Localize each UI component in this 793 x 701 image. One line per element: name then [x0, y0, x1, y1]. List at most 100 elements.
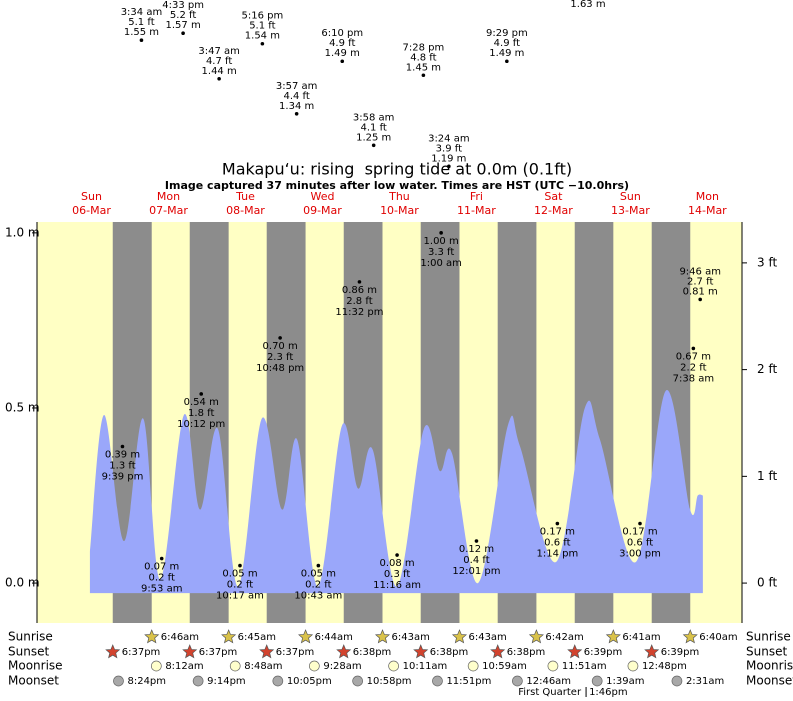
- row-time: 8:12am: [165, 661, 203, 672]
- extreme-label: 2.2 ft: [680, 362, 706, 373]
- row-icon: [182, 644, 198, 659]
- extreme-label: 1.45 m: [406, 62, 441, 73]
- extreme-dot: [371, 143, 376, 148]
- row-time: 8:48am: [244, 661, 282, 672]
- row-icon: [336, 644, 352, 659]
- day-weekday: Mon: [157, 190, 180, 203]
- row-icon: [272, 675, 284, 687]
- extreme-label: 11:16 am: [373, 580, 421, 591]
- extreme-label: 5.1 ft: [128, 17, 154, 28]
- row-icon: [591, 675, 603, 687]
- row-icon: [547, 660, 559, 672]
- row-icon: [644, 644, 660, 659]
- day-weekday: Thu: [388, 190, 410, 203]
- extreme-dot: [638, 521, 642, 526]
- y2-tick-label: 2 ft: [757, 362, 777, 376]
- day-weekday: Mon: [696, 190, 719, 203]
- day-weekday: Fri: [470, 190, 483, 203]
- extreme-dot: [260, 41, 265, 46]
- row-time: 11:51pm: [446, 676, 491, 687]
- row-time: 1:39am: [606, 676, 644, 687]
- extreme-label: 1.49 m: [325, 48, 360, 59]
- extreme-dot: [474, 539, 479, 543]
- row-time: 6:38pm: [507, 647, 546, 658]
- y2-tick-label: 3 ft: [757, 255, 777, 269]
- extreme-label: 0.4 ft: [463, 555, 489, 566]
- extreme-label: 1.00 m: [424, 236, 459, 247]
- row-time: 6:46am: [161, 632, 199, 643]
- chart-subtitle: Image captured 37 minutes after low wate…: [165, 179, 629, 192]
- row-label-right: Sunrise: [746, 630, 791, 644]
- y-tick-label: 0.0 m: [5, 576, 40, 590]
- extreme-label: 4.4 ft: [283, 91, 309, 102]
- extreme-label: 3:24 am: [428, 133, 470, 144]
- row-time: 6:44am: [315, 632, 353, 643]
- row-icon: [627, 660, 639, 672]
- row-time: 6:39pm: [661, 647, 700, 658]
- extreme-dot: [159, 556, 164, 561]
- extreme-dot: [357, 280, 362, 284]
- row-icon: [374, 629, 391, 644]
- moon-phase-time: 1:46pm: [589, 687, 628, 698]
- extreme-dot: [395, 553, 399, 557]
- y-tick-label: 0.5 m: [5, 400, 40, 414]
- row-icon: [308, 660, 320, 672]
- row-time: 6:45am: [238, 632, 276, 643]
- row-time: 2:31am: [686, 676, 724, 687]
- extreme-label: 0.81 m: [683, 286, 718, 297]
- extreme-label: 5.2 ft: [170, 10, 196, 21]
- row-time: 9:28am: [323, 661, 361, 672]
- extreme-label: 2.7 ft: [687, 276, 713, 287]
- row-time: 6:37pm: [199, 647, 238, 658]
- extreme-label: 0.2 ft: [305, 580, 331, 591]
- extreme-dot: [217, 76, 221, 81]
- extreme-label: 1.8 ft: [188, 408, 214, 419]
- extreme-dot: [278, 336, 282, 340]
- row-label-right: Moonset: [746, 674, 793, 688]
- extreme-label: 5.1 ft: [249, 21, 275, 32]
- day-date: 11-Mar: [457, 204, 496, 217]
- extreme-label: 3.9 ft: [436, 143, 462, 154]
- extreme-label: 2.8 ft: [346, 296, 372, 307]
- row-label-right: Sunset: [746, 645, 787, 659]
- extreme-label: 0.05 m: [301, 569, 336, 580]
- extreme-label: 1.19 m: [431, 153, 466, 164]
- row-icon: [512, 675, 523, 687]
- row-time: 10:59am: [482, 661, 527, 672]
- extreme-dot: [294, 111, 299, 116]
- clipped-extreme-label: 1.63 m: [570, 0, 605, 10]
- extreme-label: 9:53 am: [141, 584, 183, 595]
- y2-tick-label: 0 ft: [757, 576, 777, 590]
- day-date: 12-Mar: [534, 204, 573, 217]
- row-icon: [413, 644, 429, 659]
- row-time: 12:46am: [526, 676, 571, 687]
- row-icon: [682, 629, 698, 644]
- extreme-label: 1.25 m: [356, 132, 391, 143]
- day-weekday: Tue: [235, 190, 255, 203]
- row-time: 8:24pm: [127, 676, 166, 687]
- row-time: 11:51am: [562, 661, 607, 672]
- row-time: 6:37pm: [276, 647, 315, 658]
- row-icon: [467, 660, 479, 672]
- row-icon: [671, 675, 683, 687]
- extreme-label: 3:57 am: [276, 81, 318, 92]
- row-time: 6:39pm: [584, 647, 623, 658]
- extreme-label: 9:29 pm: [486, 28, 528, 39]
- extreme-dot: [447, 164, 451, 169]
- row-time: 6:38pm: [430, 647, 469, 658]
- row-icon: [259, 644, 275, 659]
- row-icon: [192, 675, 204, 687]
- extreme-label: 7:38 am: [673, 373, 715, 384]
- extreme-label: 10:48 pm: [256, 363, 304, 374]
- y2-tick-label: 1 ft: [757, 469, 777, 483]
- extreme-label: 0.07 m: [144, 562, 179, 573]
- extreme-label: 11:32 pm: [335, 307, 383, 318]
- extreme-label: 0.3 ft: [384, 569, 410, 580]
- extreme-label: 0.6 ft: [544, 538, 570, 549]
- day-weekday: Sun: [620, 190, 641, 203]
- extreme-label: 0.12 m: [459, 544, 494, 555]
- extreme-label: 0.17 m: [622, 527, 657, 538]
- extreme-label: 3:34 am: [121, 7, 163, 18]
- day-date: 07-Mar: [149, 204, 188, 217]
